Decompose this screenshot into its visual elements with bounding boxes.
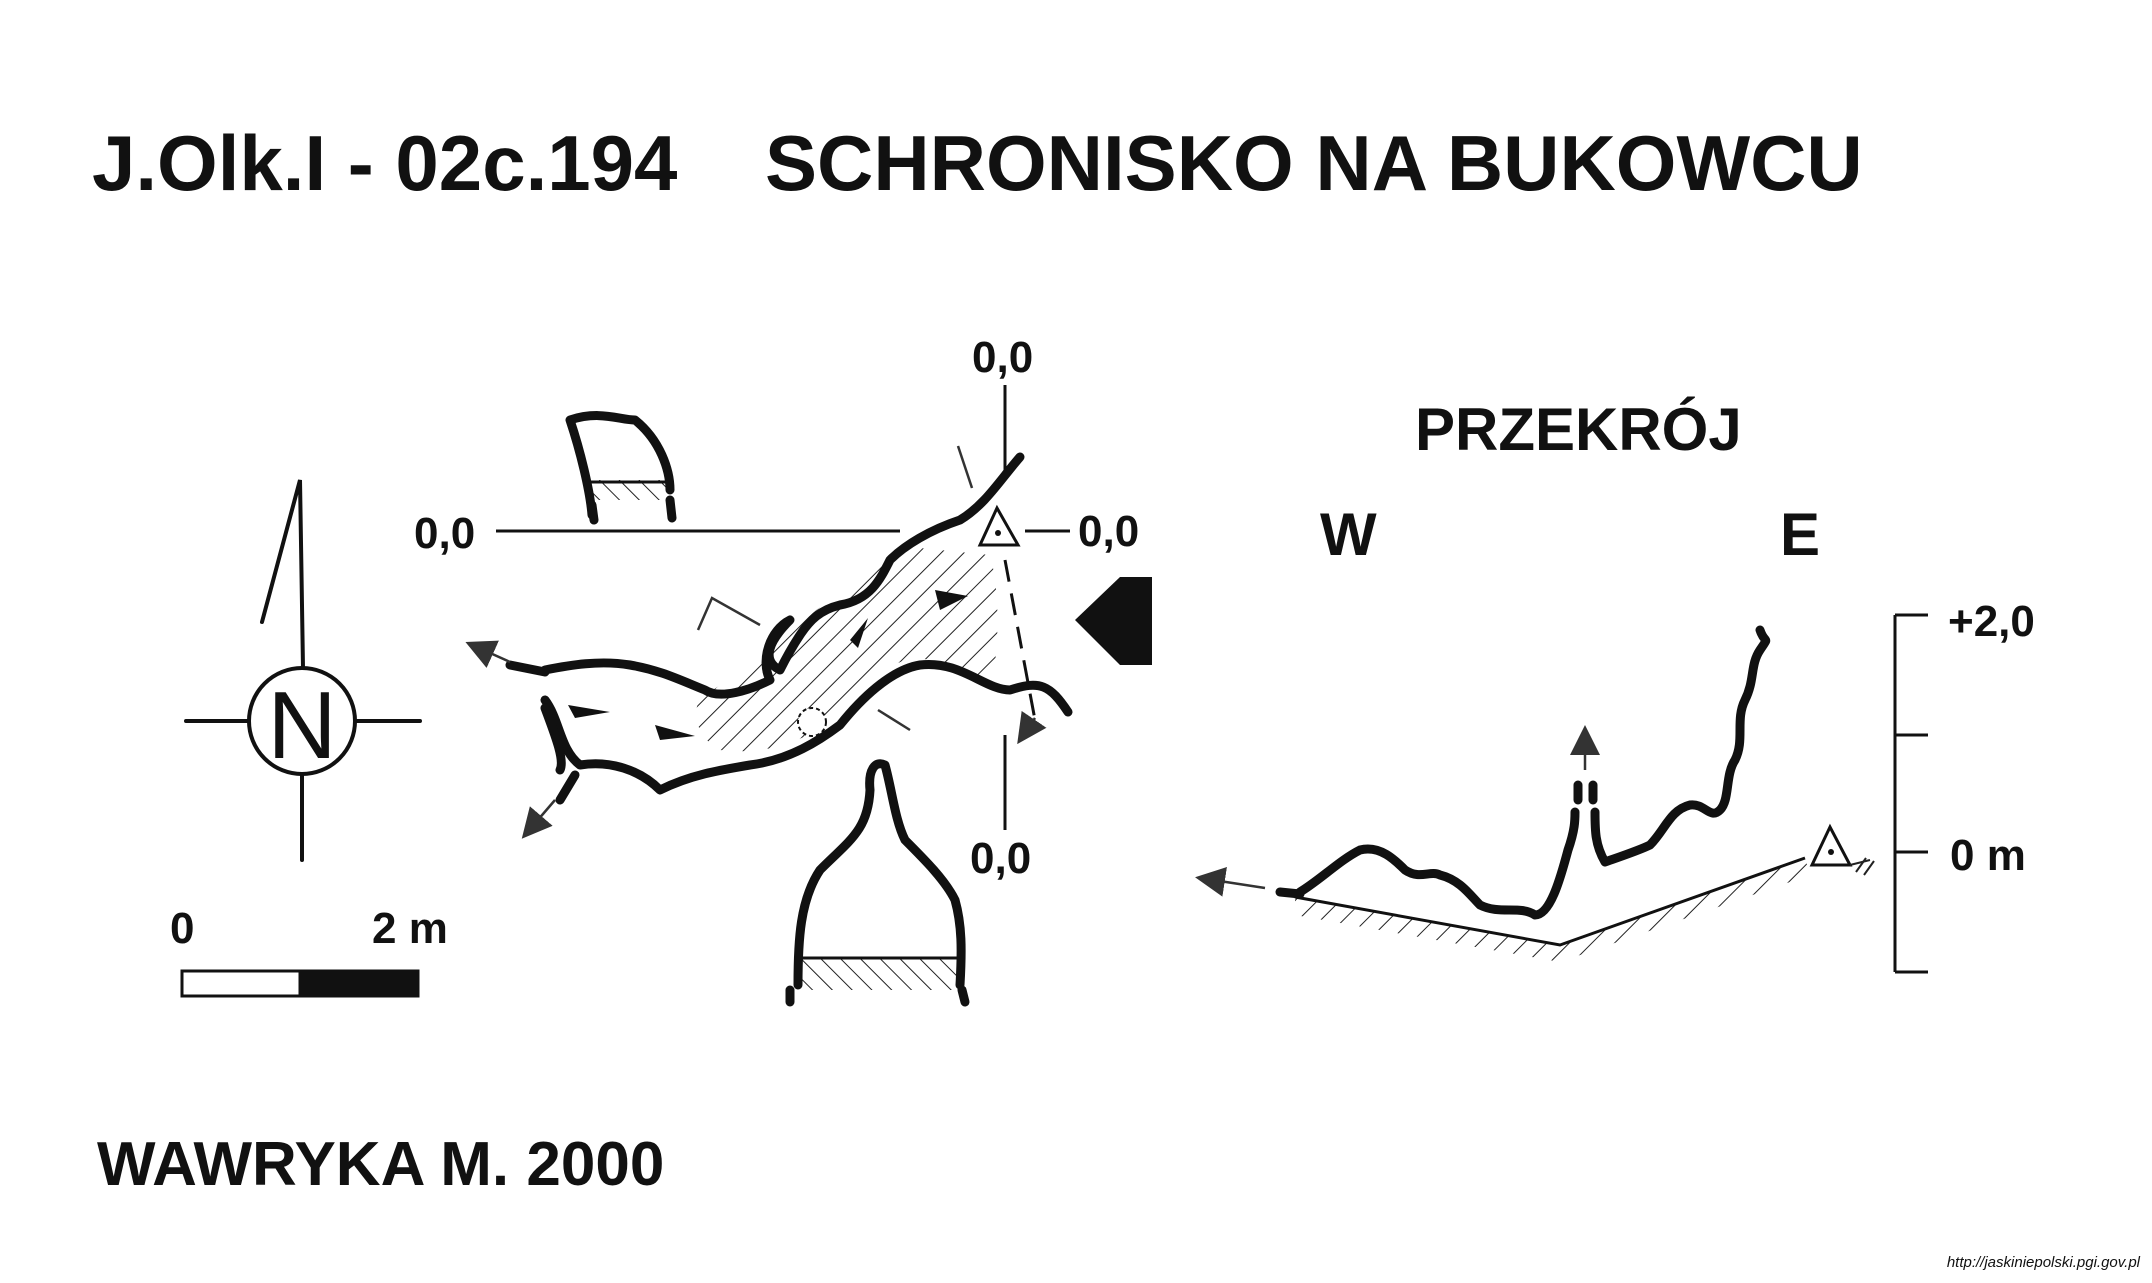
slope-triangle-3	[850, 618, 868, 648]
plan-floor-fill	[696, 545, 998, 752]
section-floor-line	[1294, 856, 1806, 947]
section-floor-fill	[1295, 858, 1810, 962]
author-credit: WAWRYKA M. 2000	[97, 1130, 664, 1199]
plan-view-cave	[465, 445, 1073, 839]
section-vertical-scale: +2,0 0 m	[1893, 597, 2035, 974]
plan-lower-wall	[540, 659, 1073, 795]
plan-point-marker	[797, 707, 827, 737]
scale-bar-black	[298, 969, 420, 998]
scale-bar-white	[180, 969, 302, 998]
plan-west-stub	[505, 660, 550, 677]
plan-upper-wall	[540, 452, 1025, 699]
title-code: J.Olk.I - 02c.194	[92, 119, 677, 207]
north-arrow-compass: N	[184, 479, 422, 862]
section-east-wall	[1590, 625, 1771, 867]
section-ceiling	[1295, 807, 1580, 920]
datum-label-top: 0,0	[972, 333, 1033, 382]
slope-triangle-2	[655, 725, 695, 740]
section-arrow-west	[1195, 866, 1266, 897]
section-profile	[1195, 625, 1875, 962]
plan-passage-stub-low	[555, 770, 580, 805]
section-east-label: E	[1780, 501, 1820, 568]
scale-start-label: 0	[170, 904, 194, 953]
plan-arrow-southwest	[521, 799, 556, 839]
slope-triangle-1	[568, 705, 610, 718]
compass-letter: N	[267, 672, 336, 779]
datum-label-bottom: 0,0	[970, 834, 1031, 883]
slope-mark-2	[956, 445, 974, 489]
plan-arrow-southeast	[1017, 710, 1047, 745]
section-station-icon	[1809, 823, 1853, 867]
slope-mark-3	[877, 708, 911, 732]
datum-label-left: 0,0	[414, 509, 475, 558]
survey-station-icon	[977, 504, 1021, 547]
slope-triangle-4	[935, 590, 968, 610]
section-west-stub	[1275, 887, 1305, 899]
plan-datum-lines: 0,0 0,0 0,0 0,0	[414, 333, 1139, 883]
title-name: SCHRONISKO NA BUKOWCU	[765, 119, 1863, 207]
source-url: http://jaskiniepolski.pgi.gov.pl	[1947, 1254, 2141, 1271]
compass-circle-icon	[247, 666, 357, 776]
scale-end-label: 2 m	[372, 904, 448, 953]
datum-label-right: 0,0	[1078, 507, 1139, 556]
north-arrow-icon	[260, 479, 305, 670]
cross-section-large	[785, 759, 970, 1007]
plan-sw-stub	[540, 703, 566, 775]
scale-bar: 0 2 m	[170, 904, 448, 998]
plan-arrow-west	[465, 640, 511, 668]
scale-zero-label: 0 m	[1950, 831, 2026, 880]
entrance-arrow-icon	[1075, 577, 1152, 665]
cross-section-small	[565, 411, 677, 525]
scale-top-label: +2,0	[1948, 597, 2035, 646]
section-west-label: W	[1320, 501, 1377, 568]
slope-mark-1	[696, 596, 761, 631]
section-heading: PRZEKRÓJ	[1415, 396, 1742, 463]
